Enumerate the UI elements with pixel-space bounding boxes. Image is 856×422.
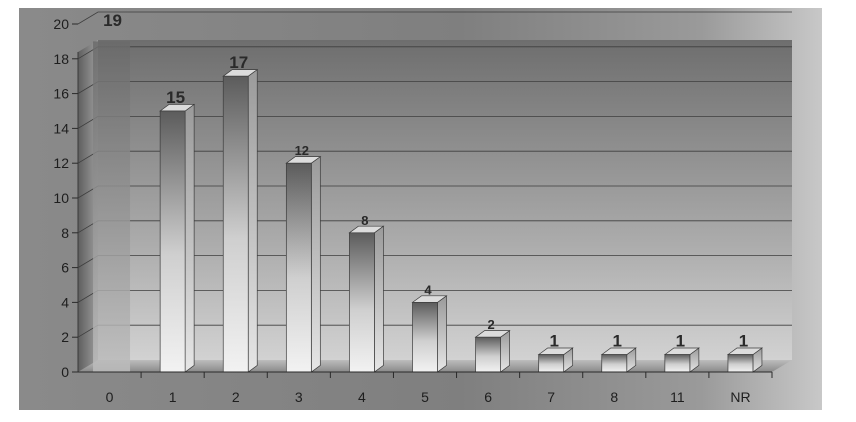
y-tick-label: 20 [53, 16, 69, 32]
bar [475, 336, 501, 373]
data-label: 1 [549, 332, 558, 351]
bar-side [310, 155, 321, 373]
y-tick-label: 10 [53, 190, 69, 206]
x-tick-label: 11 [670, 389, 685, 405]
bar [727, 354, 754, 373]
y-tick-label: 12 [53, 155, 69, 171]
x-tick-label: 4 [358, 389, 366, 405]
y-tick-label: 6 [61, 260, 69, 276]
data-label: 1 [739, 332, 748, 351]
bar [159, 110, 186, 373]
bar [285, 162, 312, 373]
bar-side [184, 103, 195, 373]
bar-side [437, 295, 447, 373]
side-wall [78, 40, 98, 372]
y-tick-label: 8 [61, 225, 69, 241]
bar [601, 354, 628, 373]
data-label: 15 [166, 88, 185, 107]
x-tick-label: 6 [484, 389, 492, 405]
data-label: 19 [103, 11, 122, 30]
bar-side [374, 225, 384, 373]
y-tick-label: 18 [53, 51, 69, 67]
data-label: 12 [295, 143, 309, 158]
x-tick-label: 2 [232, 389, 240, 405]
bar [538, 354, 565, 373]
back-wall [98, 40, 792, 360]
x-tick-label: NR [730, 389, 750, 405]
x-tick-label: 1 [169, 389, 177, 405]
x-tick-label: 8 [610, 389, 618, 405]
x-tick-label: 5 [421, 389, 429, 405]
x-tick-label: 7 [547, 389, 555, 405]
data-label: 2 [487, 317, 494, 332]
gridline [77, 11, 792, 25]
y-tick-label: 14 [53, 120, 69, 136]
data-label: 1 [676, 332, 685, 351]
y-tick-label: 0 [61, 364, 69, 380]
y-tick-label: 16 [53, 86, 69, 102]
x-tick-label: 0 [106, 389, 114, 405]
x-tick-label: 3 [295, 389, 303, 405]
bar [222, 75, 249, 373]
bar [93, 41, 131, 373]
data-label: 1 [613, 332, 622, 351]
bar-side [500, 329, 510, 373]
bar [412, 302, 438, 373]
y-tick-label: 4 [61, 294, 69, 310]
bar [664, 354, 691, 373]
data-label: 8 [361, 213, 368, 228]
y-tick-label: 2 [61, 329, 69, 345]
data-label: 4 [424, 282, 432, 297]
bar [349, 232, 375, 373]
bar-side [247, 68, 258, 373]
data-label: 17 [229, 53, 248, 72]
